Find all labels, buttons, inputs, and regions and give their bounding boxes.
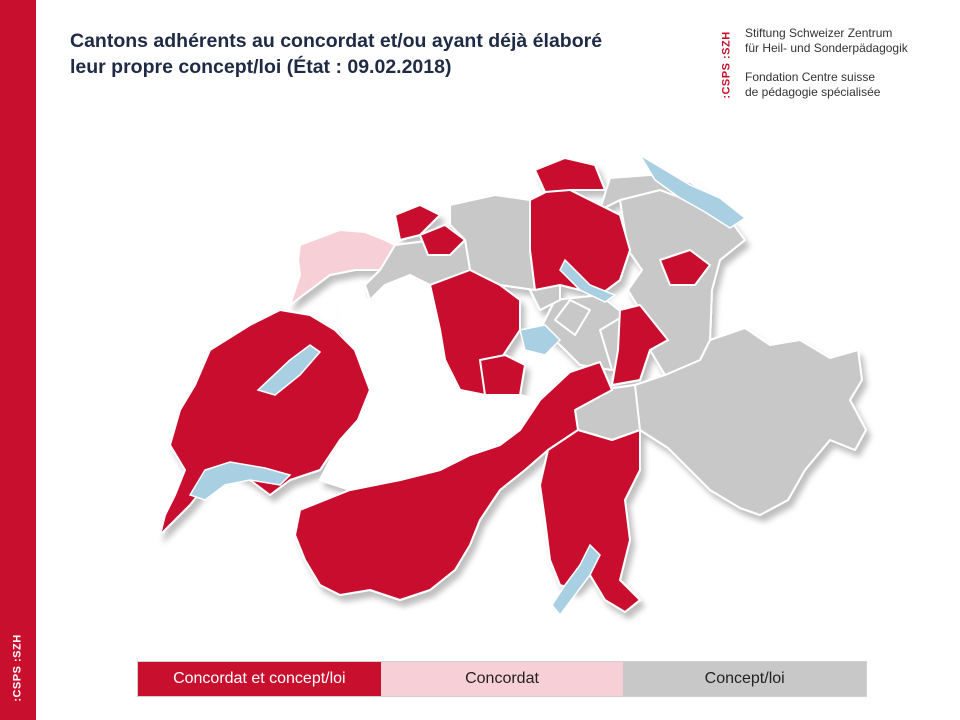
title-line-2: leur propre concept/loi (État : 09.02.20… — [70, 56, 452, 78]
csps-szh-logo: :CSPS :SZH — [721, 31, 733, 99]
legend-concordat: Concordat — [380, 662, 624, 696]
lake-lucerne — [519, 324, 562, 356]
left-brand-band: :CSPS :SZH — [0, 0, 36, 720]
band-logo: :CSPS :SZH — [12, 634, 24, 702]
org-name-french: Fondation Centre suisse de pédagogie spé… — [745, 70, 881, 99]
switzerland-canton-map — [159, 154, 867, 617]
lake-zurich — [559, 258, 617, 303]
canton-appenzell — [659, 249, 711, 286]
lake-geneva — [188, 461, 292, 501]
page-title: Cantons adhérents au concordat et/ou aya… — [70, 28, 670, 80]
lake-maggiore — [551, 543, 601, 617]
canton-bern-west-white — [319, 274, 541, 491]
canton-uri — [554, 299, 591, 336]
title-line-1: Cantons adhérents au concordat et/ou aya… — [70, 30, 603, 52]
legend-concordat-concept: Concordat et concept/loi — [138, 662, 381, 696]
legend-concept: Concept/loi — [623, 662, 867, 696]
canton-basel — [394, 204, 441, 241]
canton-jura — [289, 229, 396, 306]
canton-schaffhausen — [534, 157, 606, 193]
org-name-german: Stiftung Schweizer Zentrum für Heil- und… — [745, 26, 908, 55]
canton-obwalden-nidwalden — [611, 304, 669, 386]
lake-constance — [639, 154, 747, 229]
legend: Concordat et concept/loi Concordat Conce… — [137, 661, 867, 697]
canton-ticino — [539, 429, 641, 613]
canton-zurich — [529, 184, 631, 296]
lake-neuchatel — [256, 344, 322, 396]
org-logo-block: :CSPS :SZH Stiftung Schweizer Zentrum fü… — [718, 26, 948, 106]
canton-basel-land — [419, 224, 466, 256]
canton-lucerne — [479, 354, 526, 396]
